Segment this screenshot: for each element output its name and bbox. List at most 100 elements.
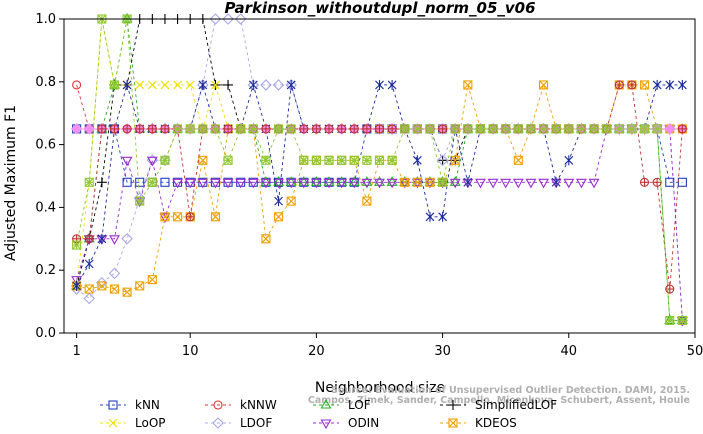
data-point-ldf (677, 124, 687, 134)
x-tick-label: 20 (308, 344, 325, 359)
legend-item-knnw: kNNW (205, 398, 277, 412)
data-point-ldf (627, 80, 637, 90)
data-point-odin (285, 178, 297, 189)
data-point-loop (135, 80, 145, 90)
y-axis-label: Adjusted Maximum F1 (3, 105, 19, 261)
data-point-inflo (349, 155, 359, 165)
data-point-lof (310, 176, 322, 186)
data-point-inflo (236, 124, 246, 134)
data-point-inflo (450, 124, 460, 134)
data-point-kdeos (109, 284, 120, 294)
data-point-odin (588, 178, 600, 189)
data-point-inflo (614, 124, 624, 134)
data-point-inflo (109, 80, 120, 90)
data-point-cof (198, 79, 208, 90)
series-lof (71, 13, 688, 324)
data-point-ldf (223, 124, 233, 134)
data-point-inflo (652, 124, 662, 134)
data-point-inflo (665, 315, 675, 325)
data-point-simplifiedlof (223, 79, 234, 90)
data-point-odin (109, 235, 120, 245)
data-point-odin (71, 276, 83, 286)
data-point-odin (475, 178, 486, 189)
data-point-lof (424, 176, 436, 186)
data-point-odin (538, 178, 550, 189)
data-point-inflo (223, 155, 233, 165)
data-point-inflo (299, 155, 309, 165)
data-point-ldf (122, 124, 132, 134)
data-point-ldf (614, 80, 624, 90)
data-point-kdeos (135, 281, 145, 291)
data-point-cof (122, 79, 132, 90)
data-point-inflo (425, 124, 435, 134)
series-odin (71, 125, 688, 327)
data-point-ldof (234, 13, 247, 25)
legend-item-simplifiedlof: SimplifiedLOF (440, 398, 557, 412)
data-point-odin (575, 178, 587, 189)
legend-label: LOF (348, 398, 371, 412)
data-point-ldf (135, 124, 145, 134)
data-point-kdeos (210, 212, 220, 222)
data-point-inflo (248, 124, 258, 134)
x-axis-label: Neighborhood size (315, 380, 445, 396)
data-point-odin (563, 178, 575, 189)
data-point-kdeos (122, 287, 132, 297)
data-point-inflo (412, 124, 422, 134)
data-point-lof (374, 176, 385, 186)
series-kdeos (72, 80, 687, 297)
data-point-ldf (639, 177, 650, 187)
series-line-kdeos (76, 83, 683, 293)
data-point-kdeos (286, 196, 296, 206)
legend-label: ODIN (348, 416, 379, 430)
data-point-inflo (362, 155, 372, 165)
data-point-cof (72, 280, 82, 291)
data-point-odin (323, 178, 335, 189)
data-point-inflo (513, 124, 523, 134)
data-point-kdeos (84, 284, 94, 294)
legend-label: SimplifiedLOF (475, 398, 557, 412)
x-tick-label: 50 (687, 344, 703, 359)
data-point-odin (235, 178, 247, 189)
data-point-odin (273, 178, 284, 189)
data-point-ldf (652, 177, 662, 187)
data-point-inflo (311, 155, 321, 165)
series-line-ldof (76, 18, 683, 321)
legend-marker (320, 419, 332, 430)
y-tick-label: 0.0 (35, 326, 56, 341)
data-point-ldf (349, 124, 359, 134)
data-point-fastabod (664, 123, 676, 135)
data-point-inflo (677, 315, 687, 325)
data-point-kdeos (97, 281, 107, 291)
data-point-ldf (261, 124, 271, 134)
data-point-loop (147, 80, 157, 90)
data-point-kdeos (362, 196, 372, 206)
data-point-inflo (627, 124, 637, 134)
data-point-lof (298, 176, 310, 186)
data-point-odin (411, 178, 423, 189)
data-point-inflo (173, 124, 183, 134)
y-tick-label: 0.6 (35, 138, 56, 153)
data-point-loop (185, 80, 195, 90)
series-inflo (72, 14, 687, 325)
legend-item-knn: kNN (100, 398, 160, 412)
data-point-cof (286, 79, 296, 90)
data-point-odin (184, 178, 196, 189)
data-point-kdeos (539, 80, 549, 90)
data-point-ldf (374, 124, 385, 134)
data-point-inflo (337, 155, 347, 165)
data-point-ldof (222, 13, 234, 25)
data-point-inflo (374, 155, 385, 165)
series-simplifiedlof (71, 14, 688, 291)
data-point-odin (512, 178, 524, 189)
data-point-odin (487, 178, 499, 189)
data-point-lof (399, 176, 411, 186)
data-point-ldof (260, 79, 272, 91)
data-point-inflo (72, 240, 82, 250)
data-point-odin (500, 178, 512, 189)
data-point-ldf (109, 124, 120, 134)
data-point-ldof (108, 267, 121, 280)
data-point-kdeos (198, 155, 208, 165)
data-point-odin (298, 178, 310, 189)
data-point-odin (197, 178, 209, 189)
data-point-inflo (551, 124, 561, 134)
